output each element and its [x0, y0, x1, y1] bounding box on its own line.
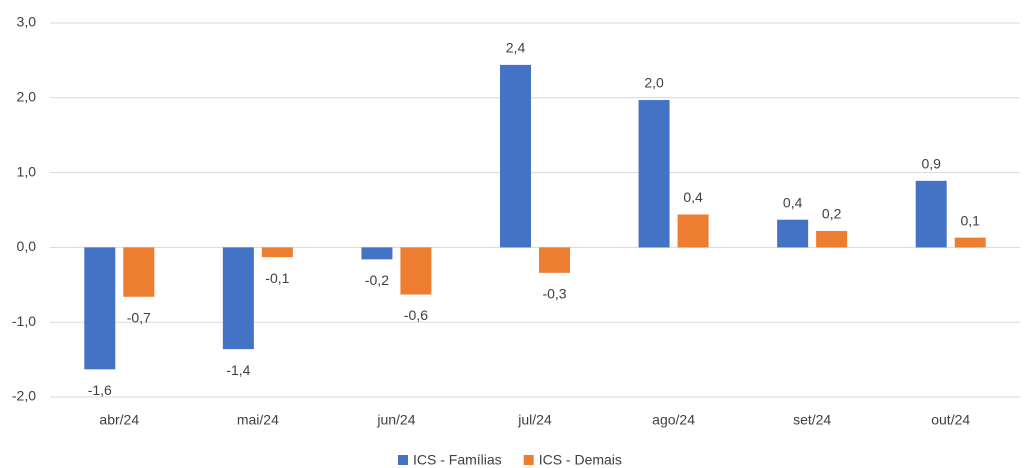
bar: [638, 100, 670, 248]
y-tick-label: -1,0: [12, 313, 36, 329]
x-tick-label: jul/24: [517, 412, 552, 428]
bar: [915, 180, 947, 248]
y-tick-label: 0,0: [17, 238, 37, 254]
data-label: 2,0: [644, 75, 664, 91]
data-label: -0,6: [404, 307, 428, 323]
data-label: 0,9: [921, 156, 941, 172]
bar: [123, 247, 155, 297]
legend-swatch: [398, 455, 408, 465]
legend-label: ICS - Demais: [539, 452, 622, 468]
x-tick-label: mai/24: [237, 412, 279, 428]
y-tick-label: -2,0: [12, 388, 36, 404]
legend-swatch: [523, 455, 534, 465]
bar: [361, 247, 393, 260]
data-label: 0,4: [783, 194, 803, 210]
data-label: -0,7: [127, 309, 151, 325]
bar: [261, 247, 293, 258]
x-tick-label: ago/24: [652, 412, 695, 428]
bar: [84, 247, 116, 370]
x-tick-label: out/24: [931, 412, 970, 428]
legend-label: ICS - Famílias: [413, 452, 502, 468]
data-label: -0,3: [542, 286, 566, 302]
bar: [539, 247, 570, 273]
data-label: -1,6: [88, 382, 112, 398]
bar: [777, 219, 809, 248]
data-label: -0,1: [265, 270, 289, 286]
x-tick-label: abr/24: [99, 412, 139, 428]
y-tick-label: 3,0: [17, 14, 37, 30]
data-label: -0,2: [365, 272, 389, 288]
y-tick-label: 2,0: [17, 89, 37, 105]
data-label: 2,4: [506, 40, 526, 56]
bar: [400, 247, 432, 295]
bar: [222, 247, 254, 350]
x-tick-label: jun/24: [376, 412, 415, 428]
data-label: 0,2: [822, 206, 842, 222]
data-label: 0,1: [960, 212, 980, 228]
bar: [500, 64, 531, 248]
x-tick-label: set/24: [793, 412, 831, 428]
data-label: 0,4: [683, 189, 703, 205]
bar: [816, 230, 848, 248]
data-label: -1,4: [226, 362, 250, 378]
y-tick-label: 1,0: [17, 163, 37, 179]
bar: [954, 237, 986, 248]
bar: [677, 214, 709, 248]
